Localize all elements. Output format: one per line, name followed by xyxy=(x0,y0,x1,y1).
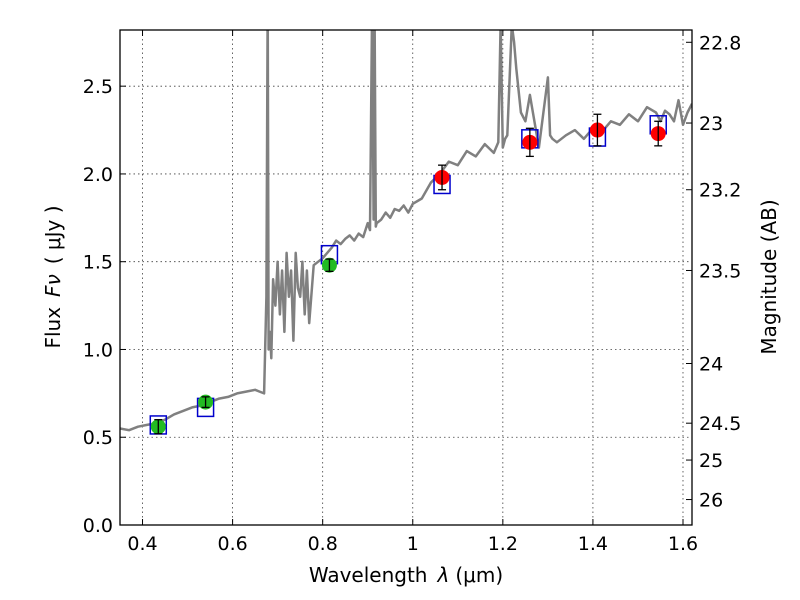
x-tick-label: 0.6 xyxy=(217,533,247,555)
y-tick-label: 1.0 xyxy=(83,339,113,361)
axes: 0.4 0.6 0.8 1 1.2 1.4 1.6 0.0 0.5 1.0 1.5 2.0 2.5 22.… xyxy=(83,30,741,555)
y2-axis-label: Magnitude (AB) xyxy=(757,199,781,354)
y2-tick-label: 23.2 xyxy=(699,180,741,202)
y2-tick-label: 26 xyxy=(699,490,723,512)
x-tick-label: 1.2 xyxy=(488,533,518,555)
x-axis-label-text: Wavelength xyxy=(309,563,428,587)
y-axis-label-units: ( μJy ) xyxy=(41,205,65,264)
x-tick-label: 1.4 xyxy=(578,533,608,555)
y-axis-label-text: Flux xyxy=(41,307,65,349)
y2-tick-label: 23.5 xyxy=(699,260,741,282)
x-axis-label-units: (μm) xyxy=(455,563,503,587)
y2-tick-label: 25 xyxy=(699,450,723,472)
y-axis-label: Flux Fν ( μJy ) xyxy=(41,205,65,348)
plot-data xyxy=(120,30,692,435)
grid xyxy=(120,30,692,526)
x-axis-label-symbol: λ xyxy=(437,563,450,587)
y2-tick-label: 24.5 xyxy=(699,413,741,435)
y2-tick-label: 24 xyxy=(699,354,723,376)
x-tick-label: 1.6 xyxy=(668,533,698,555)
y-tick-label: 0.0 xyxy=(83,515,113,537)
y-tick-label: 1.5 xyxy=(83,252,113,274)
y2-tick-label: 22.8 xyxy=(699,32,741,54)
y-axis-label-symbol: Fν xyxy=(41,274,65,297)
x-axis-label: Wavelength λ (μm) xyxy=(309,563,503,587)
y-tick-label: 2.0 xyxy=(83,164,113,186)
x-tick-label: 1 xyxy=(407,533,419,555)
y-tick-label: 0.5 xyxy=(83,427,113,449)
plot-frame xyxy=(119,29,693,526)
x-tick-label: 0.4 xyxy=(127,533,157,555)
x-tick-label: 0.8 xyxy=(308,533,338,555)
y-tick-label: 2.5 xyxy=(83,76,113,98)
y2-tick-label: 23 xyxy=(699,113,723,135)
spectrum-line xyxy=(120,30,692,432)
